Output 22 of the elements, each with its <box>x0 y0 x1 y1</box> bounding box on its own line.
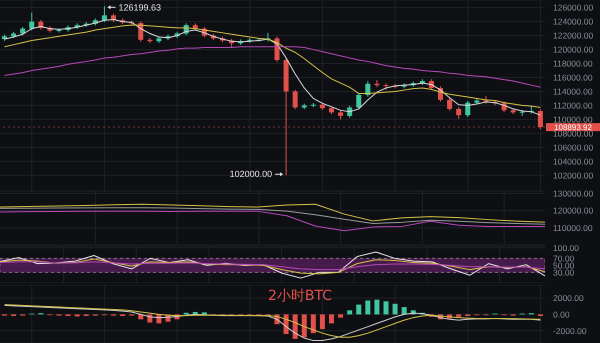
y-tick-label: 130000.00 <box>553 188 594 198</box>
y-tick-label: 106000.00 <box>553 142 594 152</box>
y-tick-label: 2000.00 <box>553 293 584 304</box>
y-tick-label: 122000.00 <box>553 30 594 41</box>
y-tick-label: 114000.00 <box>553 86 593 96</box>
annotation: 126199.63 <box>118 2 162 12</box>
y-tick-label: 100.00 <box>553 242 580 253</box>
y-tick-label: 118000.00 <box>553 58 593 69</box>
y-tick-label: 110000.00 <box>553 222 593 233</box>
y-tick-label: 126000.00 <box>553 2 594 13</box>
y-tick-label: 104000.00 <box>553 156 594 166</box>
y-tick-label: 120000.00 <box>553 44 594 55</box>
annotation: 102000.00 <box>230 169 272 180</box>
annotation: 2小时BTC <box>268 287 332 305</box>
y-tick-label: -2000.00 <box>553 326 587 336</box>
y-tick-label: 0.00 <box>553 309 570 320</box>
y-tick-label: 110000.00 <box>553 114 593 124</box>
y-tick-label: 112000.00 <box>553 100 593 110</box>
y-tick-label: 120000.00 <box>553 206 594 216</box>
y-tick-label: 116000.00 <box>553 72 593 83</box>
y-tick-label: 124000.00 <box>553 16 594 27</box>
y-tick-label: 102000.00 <box>553 170 594 180</box>
